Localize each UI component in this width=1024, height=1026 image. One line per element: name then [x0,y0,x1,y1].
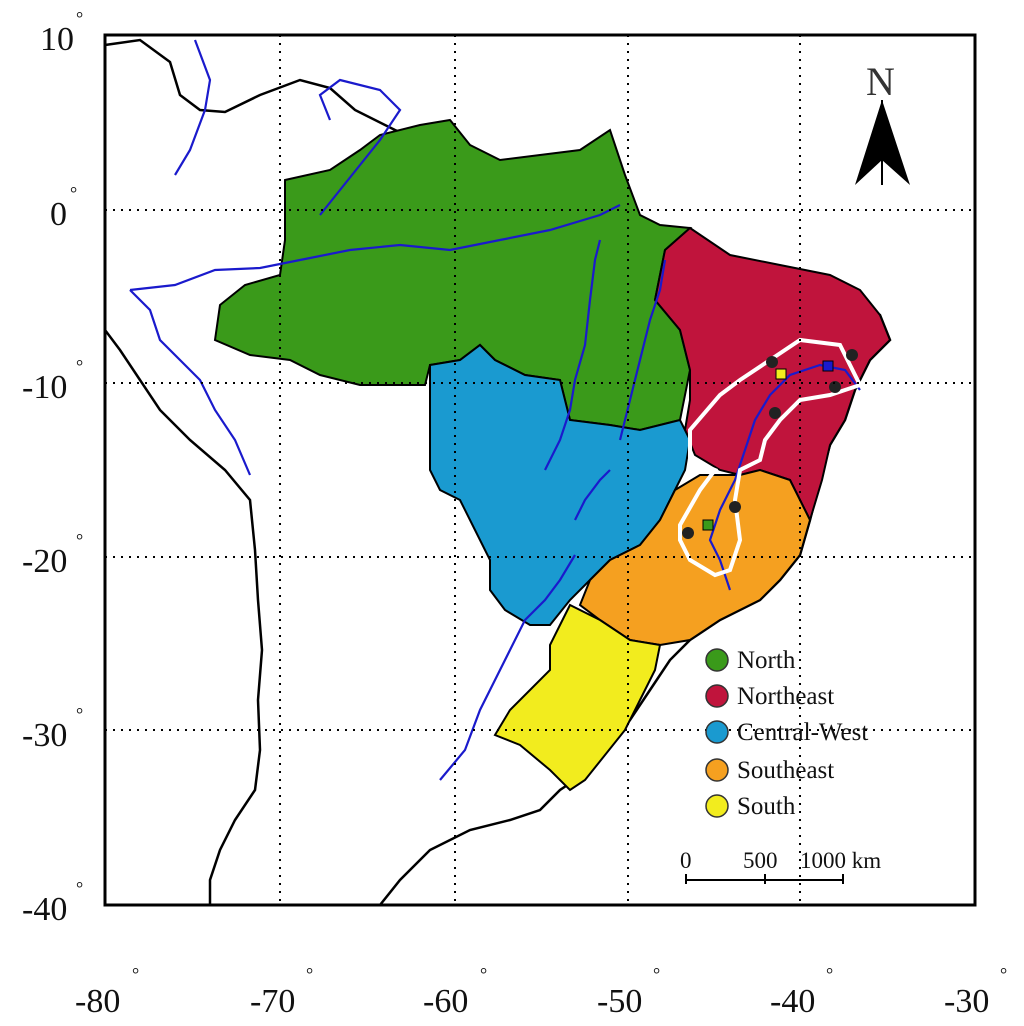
x-tick-degree: ° [306,964,313,984]
y-tick-10: 10 ° [40,8,83,58]
x-tick-degree: ° [826,964,833,984]
y-tick-degree: ° [70,183,77,203]
legend-swatch [705,758,729,782]
legend-item-southeast: Southeast [705,757,834,784]
river-northern-tributary [318,78,402,216]
x-tick-label: -50 [597,983,642,1020]
y-tick-degree: ° [76,530,83,550]
station-square-yellow [775,368,787,380]
legend-item-south: South [705,793,796,820]
station-point [766,356,778,368]
region-south [493,603,662,792]
region-southeast [578,468,812,647]
north-arrow-label: N [866,59,895,104]
y-tick-minus20: -20 ° [22,530,83,580]
y-axis-labels: 10 ° 0 ° -10 ° -20 ° -30 ° -40 ° [22,8,83,928]
station-point [729,501,741,513]
basin-stations [682,349,858,539]
x-tick-degree: ° [480,964,487,984]
sao-francisco-basin-outline [678,337,863,578]
x-tick-label: -40 [770,983,815,1020]
y-tick-degree: ° [76,8,83,28]
legend-label: Northeast [737,683,834,710]
station-point [829,381,841,393]
legend-label: Central-West [737,719,868,746]
legend-label: South [737,793,796,820]
y-tick-minus30: -30 ° [22,704,83,754]
x-axis-labels: -80 ° -70 ° -60 ° -50 ° -40 ° -30 ° [75,964,1007,1020]
y-tick-label: -40 [22,891,67,928]
legend-swatch [705,794,729,818]
x-tick-label: -30 [944,983,989,1020]
x-tick-minus50: -50 ° [597,964,660,1020]
y-tick-label: -10 [22,369,67,406]
river-xingu [618,259,667,441]
legend-swatch [705,720,729,744]
y-tick-degree: ° [76,356,83,376]
y-tick-label: 0 [50,196,67,233]
legend-label: North [737,647,796,674]
station-point [769,407,781,419]
y-tick-degree: ° [76,704,83,724]
scale-label-1000: 1000 km [800,848,881,873]
legend-label: Southeast [737,757,834,784]
legend-item-central-west: Central-West [705,719,868,746]
x-tick-minus70: -70 ° [250,964,313,1020]
graticule [105,35,975,905]
rivers [129,39,861,781]
x-tick-degree: ° [132,964,139,984]
y-tick-label: 10 [40,21,74,58]
river-amazon [129,204,621,292]
scale-label-500: 500 [743,848,778,873]
y-tick-minus40: -40 ° [22,878,83,928]
x-tick-label: -60 [423,983,468,1020]
x-tick-minus30: -30 ° [944,964,1007,1020]
x-tick-minus60: -60 ° [423,964,487,1020]
scale-label-0: 0 [680,848,692,873]
x-tick-degree: ° [653,964,660,984]
legend-item-northeast: Northeast [705,683,834,710]
y-tick-label: -20 [22,543,67,580]
river-parana [439,554,576,781]
y-tick-degree: ° [76,878,83,898]
scale-bar: 0 500 1000 km [680,848,881,884]
x-tick-minus40: -40 ° [770,964,833,1020]
y-tick-0: 0 ° [50,183,77,233]
station-point [682,527,694,539]
map-frame-border [103,33,977,907]
x-tick-label: -70 [250,983,295,1020]
legend-item-north: North [705,647,796,674]
legend-swatch [705,684,729,708]
station-square-green [702,519,714,531]
river-western [174,39,212,176]
river-tapajos [544,239,602,471]
station-point [846,349,858,361]
y-tick-label: -30 [22,717,67,754]
north-arrow: N [855,59,910,185]
river-central [574,469,611,521]
x-tick-minus80: -80 ° [75,964,139,1020]
x-tick-label: -80 [75,983,120,1020]
river-andes [129,289,252,476]
station-square-blue [822,360,834,372]
legend-swatch [705,648,729,672]
legend: North Northeast Central-West Southeast S… [705,647,868,820]
x-tick-degree: ° [1000,964,1007,984]
y-tick-minus10: -10 ° [22,356,83,406]
